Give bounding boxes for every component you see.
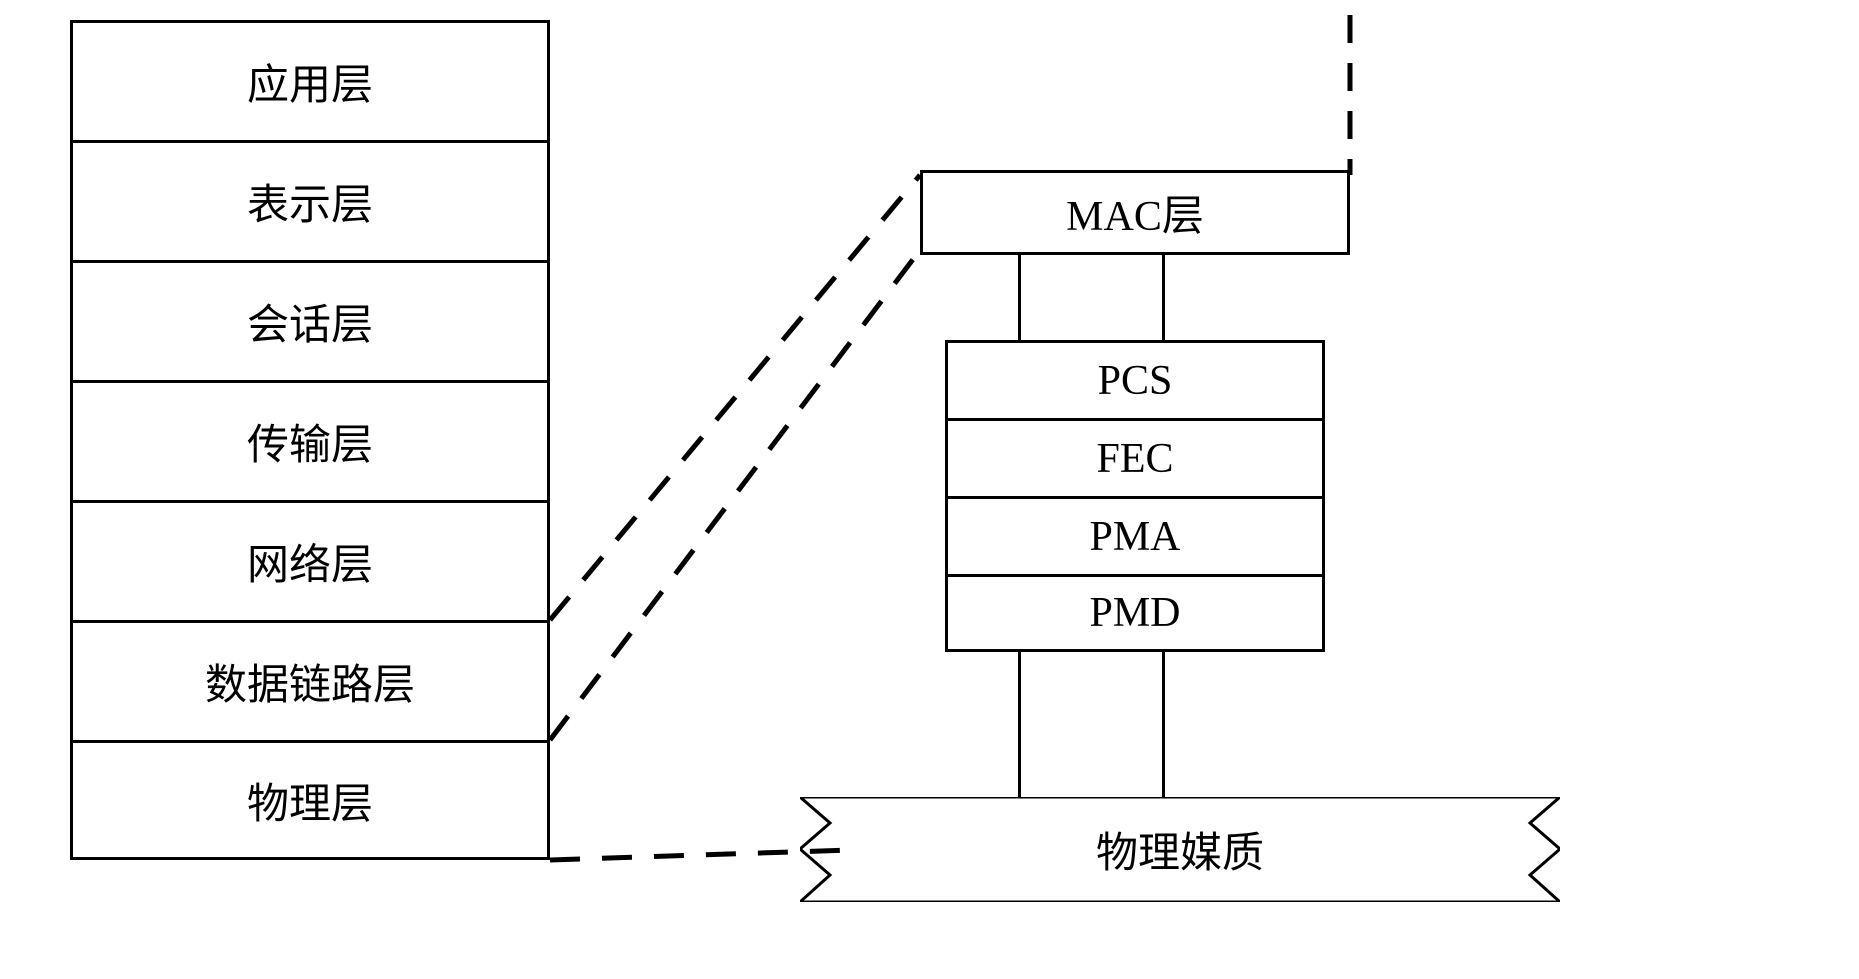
connector-bottom-left: [1018, 652, 1021, 797]
physical-medium-box: 物理媒质: [800, 797, 1560, 902]
osi-layer-network: 网络层: [70, 500, 550, 620]
connector-top-left: [1018, 255, 1021, 340]
osi-layer-session: 会话层: [70, 260, 550, 380]
connector-bottom-right: [1162, 652, 1165, 797]
osi-layer-application: 应用层: [70, 20, 550, 140]
phy-pcs: PCS: [945, 340, 1325, 418]
osi-stack: 应用层 表示层 会话层 传输层 网络层 数据链路层 物理层: [70, 20, 550, 860]
osi-layer-transport: 传输层: [70, 380, 550, 500]
phy-pmd: PMD: [945, 574, 1325, 652]
phy-pma: PMA: [945, 496, 1325, 574]
dash-line-1: [550, 175, 920, 620]
diagram-container: 应用层 表示层 会话层 传输层 网络层 数据链路层 物理层 MAC层 PCS F…: [0, 0, 1859, 979]
phy-fec: FEC: [945, 418, 1325, 496]
osi-layer-physical: 物理层: [70, 740, 550, 860]
osi-layer-datalink: 数据链路层: [70, 620, 550, 740]
phy-sublayer-stack: PCS FEC PMA PMD: [945, 340, 1325, 652]
medium-label: 物理媒质: [800, 797, 1560, 902]
connector-top-right: [1162, 255, 1165, 340]
dash-line-2: [550, 250, 920, 740]
mac-layer-box: MAC层: [920, 170, 1350, 255]
osi-layer-presentation: 表示层: [70, 140, 550, 260]
